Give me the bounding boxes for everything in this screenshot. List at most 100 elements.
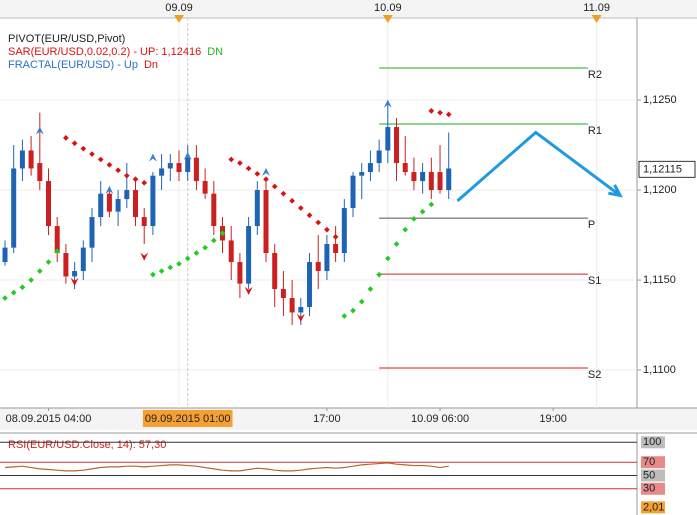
rsi-tick-bg <box>641 436 665 449</box>
sar-dot <box>202 244 208 251</box>
sar-dot <box>150 271 156 278</box>
sar-dot <box>341 313 348 319</box>
sar-dot <box>106 162 113 168</box>
sar-dot <box>89 151 95 157</box>
sar-dot <box>245 165 252 172</box>
candle-body <box>420 172 426 182</box>
candle-body <box>150 175 156 227</box>
candle-body <box>385 127 391 151</box>
candle-body <box>263 190 269 254</box>
rsi-tick-label: 100 <box>643 436 661 448</box>
rsi-title: RSI(EUR/USD.Close, 14): 57,30 <box>8 439 166 451</box>
legend-sar-dn: DN <box>207 46 223 58</box>
sar-dot <box>280 190 287 197</box>
sar-dot <box>158 268 165 274</box>
candle-body <box>341 208 347 254</box>
candle-body <box>333 244 339 254</box>
fractal-down <box>70 277 79 286</box>
sar-dot <box>28 277 34 283</box>
sar-dot <box>237 160 243 166</box>
sar-dot <box>176 261 182 267</box>
candle-body <box>89 217 95 248</box>
candle-body <box>133 190 139 218</box>
candle-body <box>193 157 199 182</box>
sar-dot <box>193 250 200 256</box>
candle-body <box>11 168 17 248</box>
sar-dot <box>376 271 382 278</box>
top-date-marker <box>382 15 393 23</box>
sar-dot <box>324 226 330 233</box>
legend-pivot: PIVOT(EUR/USD,Pivot) <box>8 33 125 45</box>
candle-body <box>350 175 356 209</box>
rsi-tick-bg <box>641 482 665 495</box>
candle-body <box>185 157 191 173</box>
fractal-down <box>140 252 149 261</box>
sar-dot <box>115 167 121 174</box>
candle-body <box>254 190 260 227</box>
rsi-tick-bg <box>641 501 665 514</box>
crosshair-label-bg <box>142 410 233 427</box>
pivot-label: R2 <box>588 69 602 81</box>
rsi-line <box>4 462 449 472</box>
candle-body <box>402 163 408 173</box>
candle-body <box>228 240 234 263</box>
forecast-arrowhead <box>608 184 623 198</box>
candle-body <box>141 217 147 227</box>
candle-body <box>298 307 304 313</box>
fractal-up <box>148 153 157 162</box>
sar-dot <box>123 172 130 179</box>
candle-body <box>2 247 8 263</box>
time-axis-strip <box>0 408 697 430</box>
sar-dot <box>445 111 452 118</box>
fractal-up <box>105 186 114 195</box>
candle-body <box>394 127 400 164</box>
candle-body <box>98 193 104 218</box>
rsi-tick-bg <box>641 456 665 469</box>
legend-fractal-dn: Dn <box>144 59 158 71</box>
candle-body <box>37 163 43 182</box>
candle-body <box>411 172 417 182</box>
sar-dot <box>210 237 217 244</box>
rsi-tick-label: 2,01 <box>643 501 664 513</box>
candle-body <box>80 247 86 272</box>
y-tick-label: 1,1200 <box>643 184 677 196</box>
fractal-down <box>296 313 305 322</box>
candle-body <box>437 172 443 191</box>
candle-body <box>28 150 34 169</box>
candle-body <box>19 150 25 169</box>
sar-dot <box>19 284 26 291</box>
candle-body <box>159 168 165 176</box>
x-tick-label: 10.09 06:00 <box>411 413 469 425</box>
rsi-tick-label: 30 <box>643 483 655 495</box>
top-date-label: 09.09 <box>165 2 193 14</box>
rsi-tick-bg <box>641 469 665 482</box>
candle-body <box>124 190 130 200</box>
sar-dot <box>263 176 269 183</box>
sar-dot <box>271 183 278 190</box>
sar-dot <box>315 219 322 226</box>
legend-sar: SAR(EUR/USD,0.02,0.2) - UP: 1,12416 DN <box>8 46 223 58</box>
candle-body <box>307 262 313 308</box>
candle-body <box>176 163 182 173</box>
fractal-up <box>383 99 392 108</box>
sar-dot <box>393 241 400 247</box>
candle-body <box>315 262 321 272</box>
rsi-tick-label: 50 <box>643 469 655 481</box>
sar-dot <box>332 234 339 240</box>
candle-body <box>54 226 60 254</box>
sar-dot <box>167 264 174 271</box>
sar-dot <box>141 180 148 186</box>
pivot-label: S1 <box>588 275 601 287</box>
y-tick-label: 1,1250 <box>643 94 677 106</box>
candle-body <box>46 181 52 227</box>
sar-dot <box>132 176 139 183</box>
sar-dot <box>411 216 417 222</box>
candle-body <box>367 163 373 173</box>
rsi-tick-label: 70 <box>643 456 655 468</box>
candle-body <box>106 193 112 212</box>
sar-dot <box>384 255 391 262</box>
fractal-up <box>262 168 271 177</box>
sar-dot <box>254 171 261 177</box>
